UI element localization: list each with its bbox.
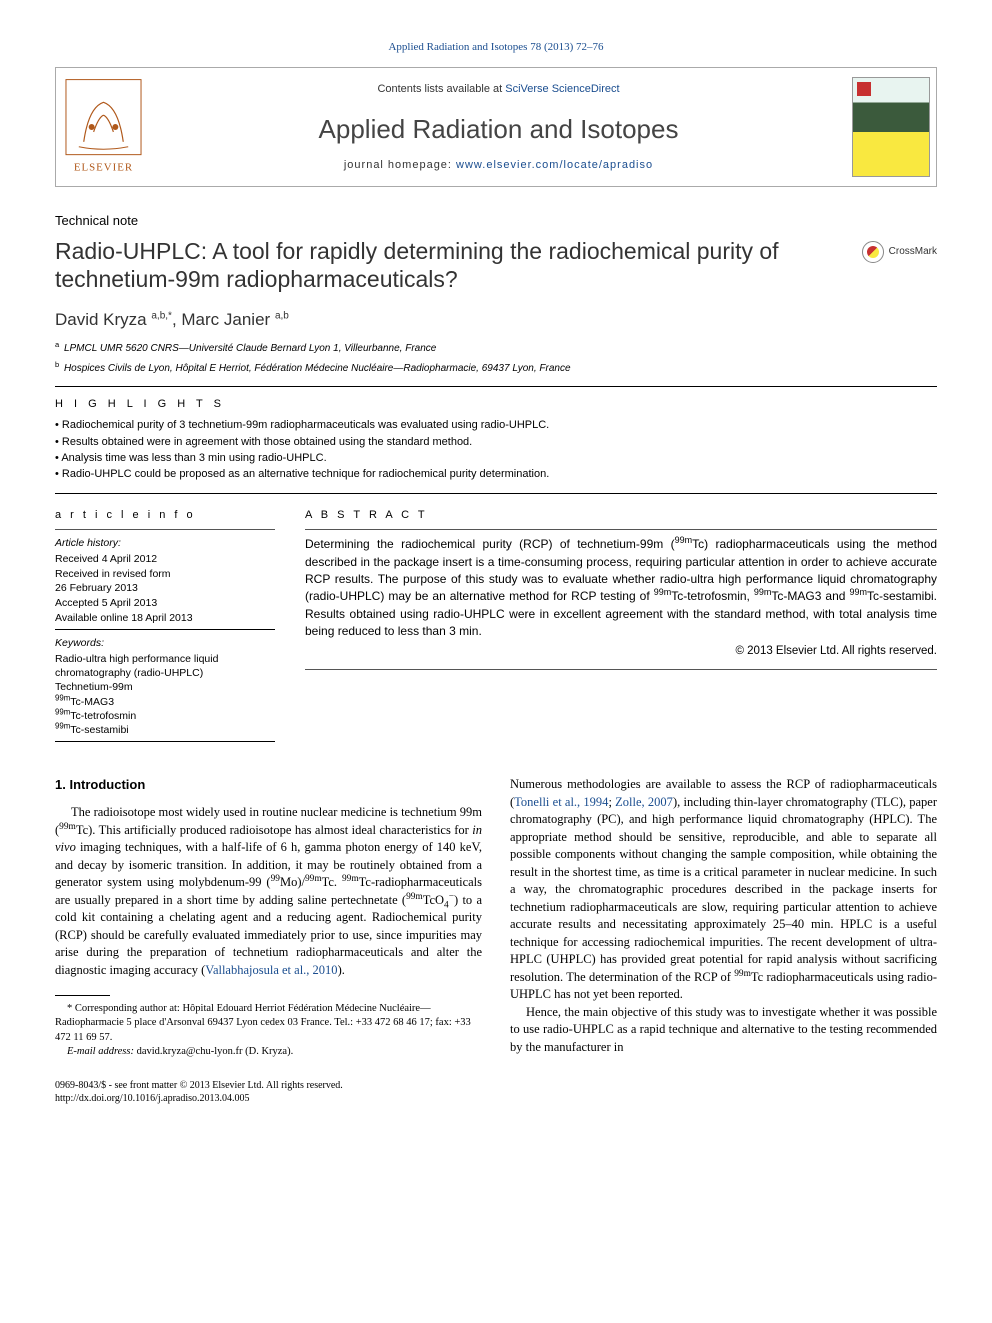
- article-info-column: a r t i c l e i n f o Article history: R…: [55, 504, 275, 748]
- abstract-copyright: © 2013 Elsevier Ltd. All rights reserved…: [305, 643, 937, 659]
- crossmark-label: CrossMark: [889, 245, 937, 259]
- email-footnote: E-mail address: david.kryza@chu-lyon.fr …: [55, 1045, 482, 1059]
- highlights-label: H I G H L I G H T S: [55, 397, 937, 412]
- crossmark-badge[interactable]: CrossMark: [862, 241, 937, 263]
- article-type: Technical note: [55, 212, 937, 230]
- keyword-item: Technetium-99m: [55, 680, 275, 694]
- sciencedirect-link[interactable]: SciVerse ScienceDirect: [505, 83, 619, 95]
- journal-cover: [846, 68, 936, 186]
- article-history: Article history: Received 4 April 2012 R…: [55, 536, 275, 630]
- contents-available-line: Contents lists available at SciVerse Sci…: [377, 82, 619, 97]
- corresponding-author-footnote: * Corresponding author at: Hôpital Edoua…: [55, 1002, 482, 1045]
- article-info-label: a r t i c l e i n f o: [55, 508, 275, 523]
- highlights-list: Radiochemical purity of 3 technetium-99m…: [55, 418, 937, 483]
- intro-para-1: The radioisotope most widely used in rou…: [55, 804, 482, 979]
- abstract-label: A B S T R A C T: [305, 508, 937, 523]
- body-columns: 1. Introduction The radioisotope most wi…: [55, 776, 937, 1105]
- email-label: E-mail address:: [67, 1046, 134, 1057]
- journal-cover-image: [852, 77, 930, 177]
- abstract-column: A B S T R A C T Determining the radioche…: [305, 504, 937, 748]
- intro-para-2: Numerous methodologies are available to …: [510, 776, 937, 1004]
- doi-line[interactable]: http://dx.doi.org/10.1016/j.apradiso.201…: [55, 1092, 482, 1105]
- journal-homepage-line: journal homepage: www.elsevier.com/locat…: [344, 158, 653, 173]
- elsevier-logo: ELSEVIER: [56, 68, 151, 186]
- affiliation-line: a LPMCL UMR 5620 CNRS—Université Claude …: [55, 342, 937, 356]
- journal-name: Applied Radiation and Isotopes: [319, 111, 679, 147]
- footer-line: 0969-8043/$ - see front matter © 2013 El…: [55, 1079, 482, 1105]
- abstract-text: Determining the radiochemical purity (RC…: [305, 536, 937, 640]
- history-received: Received 4 April 2012: [55, 552, 275, 567]
- history-heading: Article history:: [55, 536, 275, 551]
- history-revised-date: 26 February 2013: [55, 581, 275, 596]
- history-online: Available online 18 April 2013: [55, 611, 275, 626]
- email-address: david.kryza@chu-lyon.fr (D. Kryza).: [137, 1046, 294, 1057]
- history-revised-label: Received in revised form: [55, 567, 275, 582]
- issn-line: 0969-8043/$ - see front matter © 2013 El…: [55, 1079, 482, 1092]
- crossmark-icon: [862, 241, 884, 263]
- highlight-item: Analysis time was less than 3 min using …: [55, 451, 937, 466]
- keyword-item: 99mTc-MAG3: [55, 695, 275, 709]
- elsevier-text: ELSEVIER: [74, 162, 133, 174]
- body-right-column: Numerous methodologies are available to …: [510, 776, 937, 1105]
- affiliation-line: b Hospices Civils de Lyon, Hôpital E Her…: [55, 362, 937, 376]
- highlight-item: Radio-UHPLC could be proposed as an alte…: [55, 467, 937, 482]
- running-header: Applied Radiation and Isotopes 78 (2013)…: [55, 40, 937, 55]
- keyword-item: 99mTc-tetrofosmin: [55, 709, 275, 723]
- journal-header-box: ELSEVIER Contents lists available at Sci…: [55, 67, 937, 187]
- intro-para-3: Hence, the main objective of this study …: [510, 1004, 937, 1057]
- highlight-item: Results obtained were in agreement with …: [55, 435, 937, 450]
- highlights-section: H I G H L I G H T S Radiochemical purity…: [55, 397, 937, 483]
- keyword-item: Radio-ultra high performance liquid chro…: [55, 652, 275, 680]
- journal-homepage-link[interactable]: www.elsevier.com/locate/apradiso: [456, 159, 653, 171]
- keywords-block: Keywords: Radio-ultra high performance l…: [55, 636, 275, 742]
- affiliations: a LPMCL UMR 5620 CNRS—Université Claude …: [55, 342, 937, 376]
- highlight-item: Radiochemical purity of 3 technetium-99m…: [55, 418, 937, 433]
- keyword-item: 99mTc-sestamibi: [55, 723, 275, 737]
- history-accepted: Accepted 5 April 2013: [55, 596, 275, 611]
- article-title: Radio-UHPLC: A tool for rapidly determin…: [55, 237, 844, 295]
- header-center: Contents lists available at SciVerse Sci…: [151, 68, 846, 186]
- keywords-heading: Keywords:: [55, 636, 275, 651]
- authors: David Kryza a,b,*, Marc Janier a,b: [55, 308, 937, 332]
- body-left-column: 1. Introduction The radioisotope most wi…: [55, 776, 482, 1105]
- intro-heading: 1. Introduction: [55, 776, 482, 794]
